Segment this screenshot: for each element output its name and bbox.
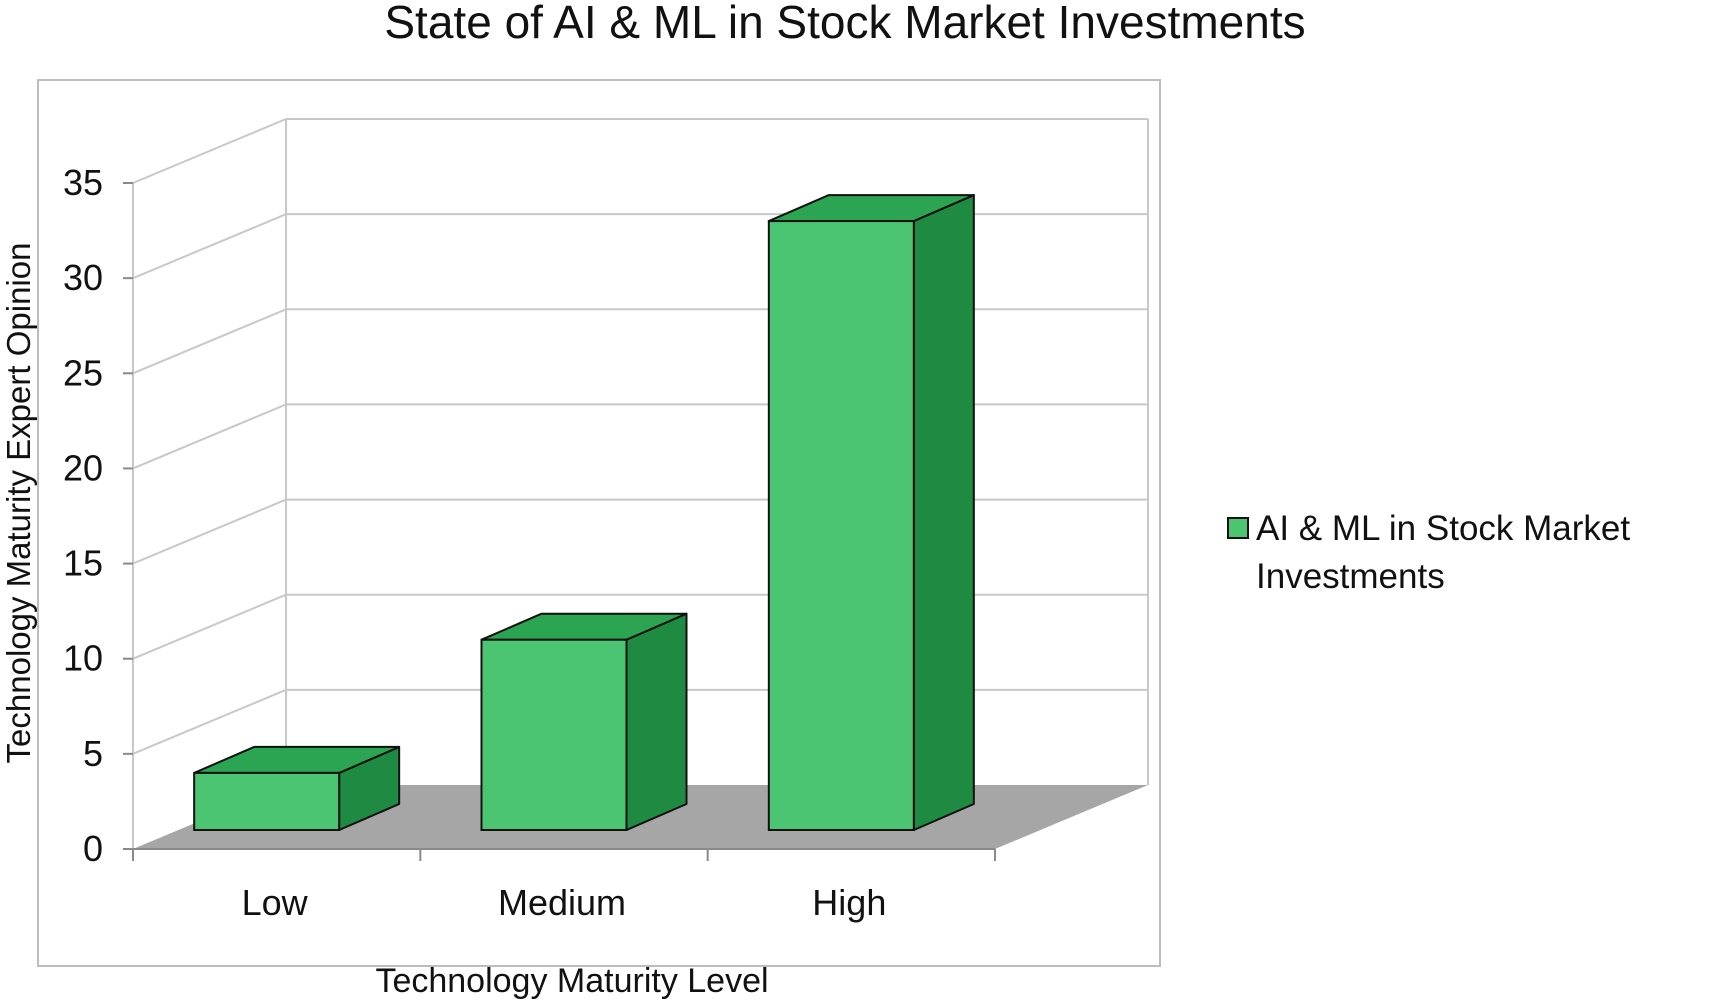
bar (482, 640, 627, 830)
bar-side (914, 195, 974, 830)
x-tick-label: Low (242, 882, 309, 923)
x-tick-label: Medium (498, 882, 626, 923)
x-axis-label: Technology Maturity Level (375, 962, 768, 1000)
y-tick-label: 30 (63, 257, 103, 298)
y-tick-label: 20 (63, 447, 103, 488)
bar (194, 773, 339, 830)
y-tick-label: 10 (63, 638, 103, 679)
x-tick-label: High (812, 882, 886, 923)
y-tick-label: 0 (83, 828, 103, 869)
legend-swatch (1228, 518, 1248, 538)
bar-side (627, 614, 687, 830)
legend-label-line-2: Investments (1256, 557, 1445, 596)
chart-title: State of AI & ML in Stock Market Investm… (384, 0, 1305, 48)
bar (769, 221, 914, 830)
y-tick-label: 25 (63, 352, 103, 393)
y-tick-label: 5 (83, 733, 103, 774)
y-tick-label: 35 (63, 162, 103, 203)
legend-label-line-1: AI & ML in Stock Market (1256, 509, 1630, 548)
y-tick-label: 15 (63, 543, 103, 584)
y-axis-label: Technology Maturity Expert Opinion (0, 243, 37, 764)
